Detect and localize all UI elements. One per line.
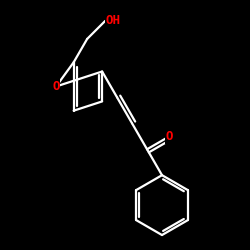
Text: O: O	[52, 80, 60, 93]
Text: O: O	[165, 130, 173, 143]
Text: OH: OH	[105, 14, 120, 28]
